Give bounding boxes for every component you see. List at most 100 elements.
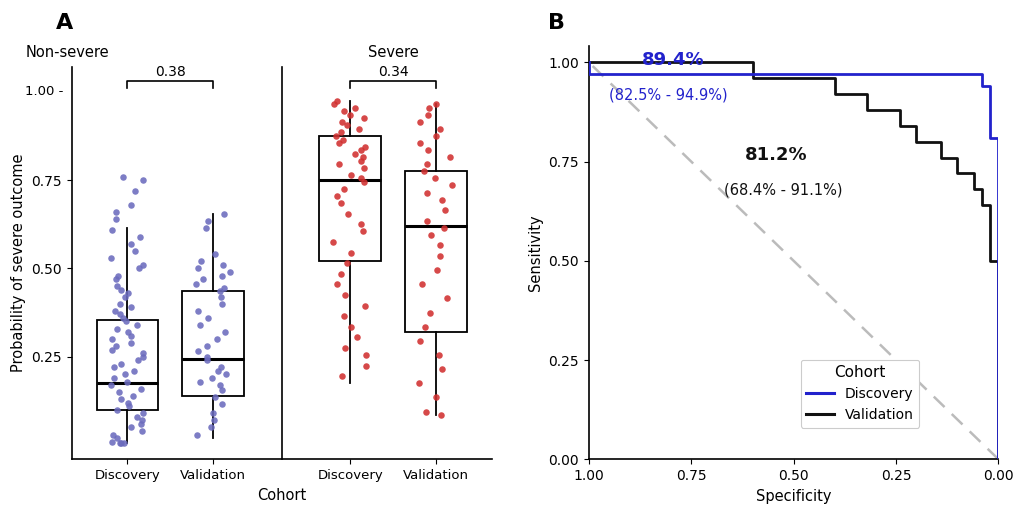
Text: 0.38: 0.38 <box>155 66 185 79</box>
Point <box>109 282 125 291</box>
Point <box>422 309 438 317</box>
Point <box>108 215 124 223</box>
Point <box>206 250 222 259</box>
Point <box>198 224 214 232</box>
Point <box>414 280 430 288</box>
Point <box>189 347 206 356</box>
Text: 0.34: 0.34 <box>378 66 409 79</box>
Point <box>326 100 342 108</box>
Point <box>331 160 347 168</box>
Point <box>339 259 355 267</box>
Point <box>109 406 125 414</box>
Point <box>342 248 358 256</box>
Point <box>203 423 219 431</box>
Text: Non-severe: Non-severe <box>26 45 110 60</box>
Point <box>336 185 352 193</box>
Point <box>434 365 451 373</box>
Point <box>111 388 127 396</box>
Point <box>423 231 439 239</box>
Point <box>214 300 230 308</box>
Point <box>116 439 132 447</box>
Point <box>122 331 138 340</box>
Point <box>428 132 444 140</box>
Point <box>108 208 124 216</box>
Point <box>129 413 145 421</box>
Point <box>108 342 124 350</box>
Point <box>112 300 128 308</box>
Point <box>126 367 142 375</box>
Point <box>333 128 349 137</box>
Point <box>191 321 208 329</box>
Point <box>347 104 364 112</box>
Point <box>125 392 141 400</box>
Point <box>104 346 121 354</box>
Point <box>352 174 369 183</box>
Point <box>212 287 228 296</box>
Point <box>419 217 435 225</box>
Point <box>427 174 443 183</box>
Point <box>135 261 152 269</box>
Point <box>129 321 145 329</box>
Point <box>103 381 120 389</box>
Point <box>355 178 372 186</box>
Point <box>352 146 369 154</box>
Point <box>212 381 228 389</box>
Point <box>431 125 447 133</box>
Point <box>199 356 215 364</box>
Text: Severe: Severe <box>368 45 419 60</box>
Point <box>416 167 432 175</box>
Point <box>353 220 370 229</box>
Point <box>356 142 373 151</box>
Point <box>432 411 449 419</box>
Point <box>357 301 374 310</box>
Point <box>432 241 449 250</box>
Point <box>444 181 461 189</box>
Text: A: A <box>56 13 74 33</box>
Point <box>325 238 341 246</box>
Point <box>190 264 207 272</box>
Text: 89.4%: 89.4% <box>642 51 705 69</box>
Point <box>123 338 139 347</box>
Point <box>216 284 232 292</box>
Point <box>358 351 375 359</box>
Point <box>126 247 142 255</box>
Point <box>420 110 436 119</box>
Point <box>342 110 358 119</box>
Bar <box>319 136 381 262</box>
Point <box>135 352 152 361</box>
Point <box>433 196 450 204</box>
Point <box>199 352 215 361</box>
Point <box>420 146 436 154</box>
Point <box>209 335 225 343</box>
Point <box>115 172 131 181</box>
Point <box>200 217 216 225</box>
Point <box>435 224 452 232</box>
Point <box>109 434 125 442</box>
Point <box>354 227 371 235</box>
Point <box>134 416 151 425</box>
Point <box>112 310 128 318</box>
Point <box>214 271 230 280</box>
Point <box>214 386 230 394</box>
Point <box>333 199 349 207</box>
Point <box>346 150 362 158</box>
Text: (68.4% - 91.1%): (68.4% - 91.1%) <box>724 183 843 198</box>
Point <box>210 367 226 375</box>
Point <box>221 268 238 276</box>
Point <box>343 322 359 331</box>
Point <box>436 206 453 214</box>
Point <box>134 427 151 435</box>
Point <box>123 201 139 209</box>
Point <box>123 303 139 312</box>
Point <box>204 374 220 382</box>
Point <box>343 171 359 179</box>
Point <box>106 374 123 382</box>
Point <box>216 209 232 218</box>
Point <box>333 270 349 278</box>
Point <box>131 264 147 272</box>
Point <box>213 363 229 372</box>
Point <box>103 438 120 446</box>
Point <box>119 377 135 385</box>
Point <box>132 233 148 241</box>
Point <box>439 294 456 302</box>
